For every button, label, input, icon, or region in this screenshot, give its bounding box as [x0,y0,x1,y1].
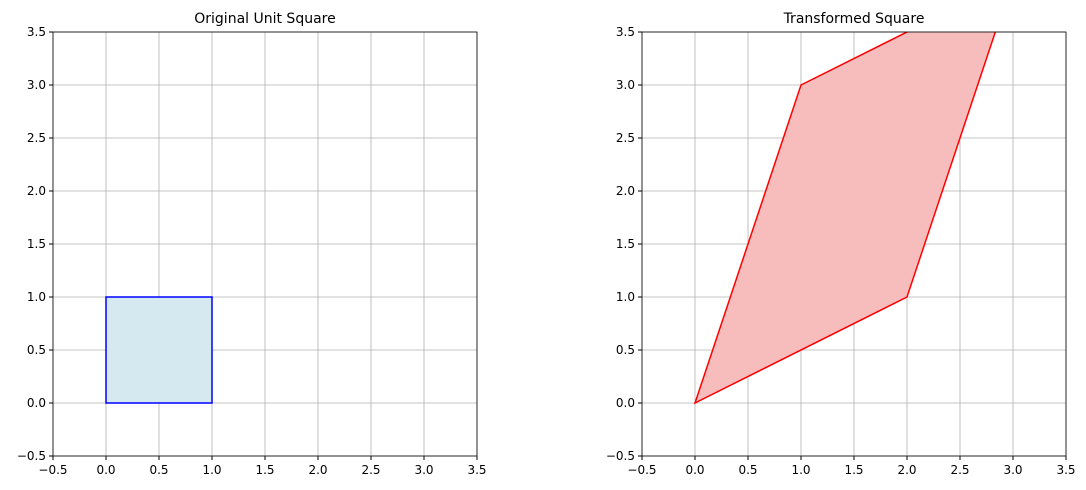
y-tick-label: 3.0 [616,78,635,92]
x-tick-label: 2.5 [361,463,380,477]
x-tick-label: 0.0 [96,463,115,477]
x-tick-label: 2.0 [897,463,916,477]
shape [105,296,213,404]
subplot: −0.5 0.0 0.5 1.0 1.5 2.0 2.5 3.0 3.5 −0.5 0.0 0.5 1.… [606,11,1076,477]
y-tick-label: 1.0 [27,290,46,304]
y-tick-label: 2.5 [27,131,46,145]
y-tick-label: 0.5 [27,343,46,357]
x-tick-label: 2.0 [308,463,327,477]
y-tick-label: 0.0 [616,396,635,410]
chart-title: Transformed Square [783,11,925,27]
x-tick-label: 3.5 [1056,463,1075,477]
y-tick-label: 3.0 [27,78,46,92]
y-tick-label: 2.5 [616,131,635,145]
x-tick-label: 0.0 [685,463,704,477]
y-tick-label: 1.5 [27,237,46,251]
y-tick-label: 3.5 [616,25,635,39]
y-tick-label: 1.5 [616,237,635,251]
x-tick-label: 1.0 [202,463,221,477]
x-tick-label: −0.5 [38,463,67,477]
y-tick-label: −0.5 [606,449,635,463]
subplot: −0.5 0.0 0.5 1.0 1.5 2.0 2.5 3.0 3.5 −0.5 0.0 0.5 1.… [17,11,487,477]
shape [693,32,997,405]
axes-frame [641,31,1067,457]
x-tick-label: 2.5 [950,463,969,477]
x-tick-label: 0.5 [149,463,168,477]
y-tick-label: 1.0 [616,290,635,304]
x-tick-label: 1.5 [844,463,863,477]
y-tick-label: 0.0 [27,396,46,410]
x-tick-label: 3.0 [414,463,433,477]
x-tick-label: −0.5 [627,463,656,477]
x-tick-label: 1.0 [791,463,810,477]
axes-frame [52,31,478,457]
y-tick-label: −0.5 [17,449,46,463]
x-tick-label: 0.5 [738,463,757,477]
x-tick-label: 1.5 [255,463,274,477]
y-tick-label: 2.0 [616,184,635,198]
chart-title: Original Unit Square [194,11,335,27]
y-tick-label: 3.5 [27,25,46,39]
x-tick-label: 3.5 [467,463,486,477]
y-tick-label: 2.0 [27,184,46,198]
y-tick-label: 0.5 [616,343,635,357]
x-tick-label: 3.0 [1003,463,1022,477]
